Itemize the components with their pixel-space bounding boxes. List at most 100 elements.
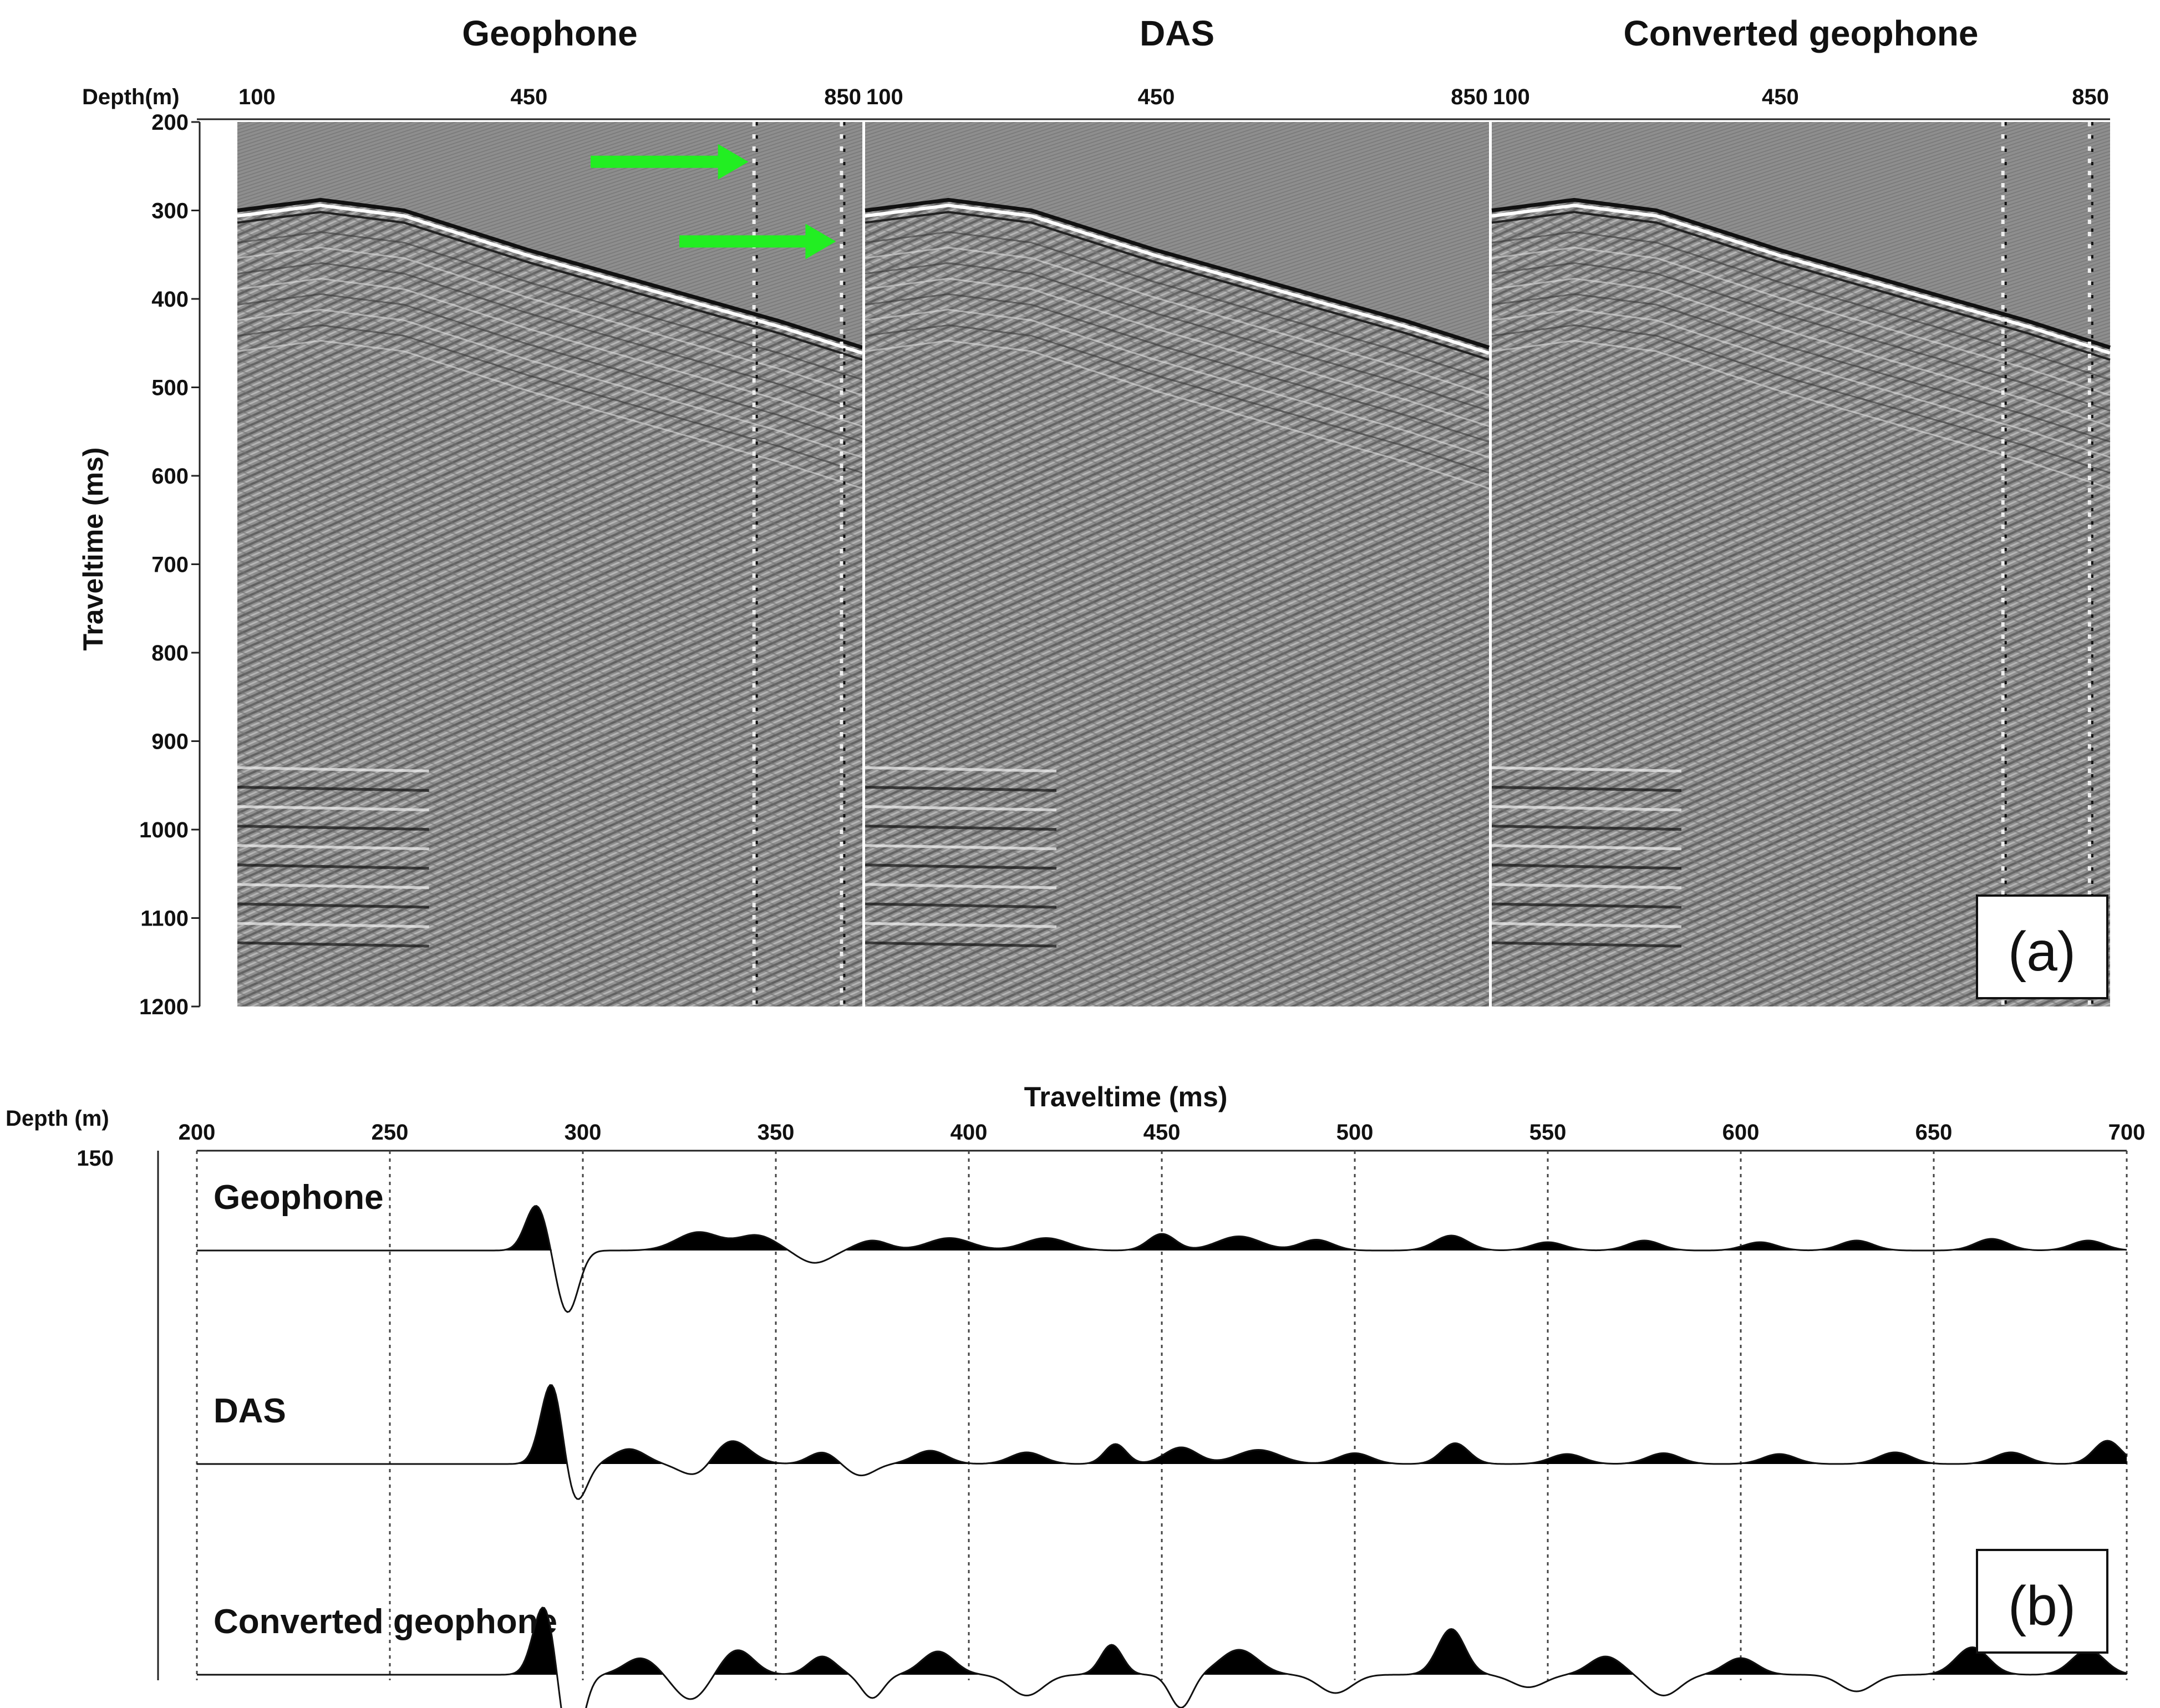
depth-value-b: 150 <box>77 1146 114 1171</box>
traces-b: Geophone DAS Converted geophone <box>197 1178 2128 1708</box>
reflection-band <box>1491 902 1681 909</box>
x-tick-label: 100 <box>238 85 276 109</box>
y-tick-label: 1100 <box>140 907 189 931</box>
reflection-band <box>1491 805 1681 812</box>
wave-band <box>237 324 863 474</box>
reflection-band <box>237 941 429 948</box>
y-tick-label: 200 <box>151 110 189 135</box>
wave-band <box>865 246 1490 396</box>
panel-label-b-text: (b) <box>2008 1575 2076 1637</box>
wave-band <box>1491 308 2111 459</box>
first-break-white <box>237 204 863 355</box>
wave-band <box>1491 262 2111 412</box>
y-tick-label: 500 <box>151 376 189 400</box>
x-tick-label: 450 <box>1138 85 1175 109</box>
reflection-band <box>865 844 1057 851</box>
reflection-band <box>237 902 429 909</box>
first-break-white <box>1491 204 2111 355</box>
y-tick-label: 600 <box>151 464 189 489</box>
trace-label: Converted geophone <box>214 1603 557 1641</box>
x-tick-label: 850 <box>1451 85 1488 109</box>
first-break <box>237 197 863 350</box>
reflection-band <box>865 941 1057 948</box>
y-tick-label: 900 <box>151 730 189 754</box>
reflection-band <box>865 825 1057 831</box>
x-tick-label-b: 450 <box>1143 1120 1181 1145</box>
x-tick-label: 850 <box>2072 85 2109 109</box>
x-tick-label-b: 500 <box>1336 1120 1374 1145</box>
reflection-band <box>237 825 429 831</box>
wave-band <box>865 339 1490 490</box>
trace-2: DAS <box>197 1384 2128 1500</box>
reflection-band <box>1491 922 1681 928</box>
wave-band <box>865 277 1490 428</box>
reflection-band <box>1491 883 1681 889</box>
reflection-band <box>865 922 1057 928</box>
depth-axis-a: Depth(m) 100 450 850 100 450 850 100 450 850 <box>82 85 2109 109</box>
x-tick-label: 850 <box>824 85 861 109</box>
traveltime-axis-a: 200 300 400 500 600 700 800 900 1000 1100 1200 <box>139 110 201 1019</box>
y-tick-label: 1000 <box>139 818 189 842</box>
x-tick-label-b: 350 <box>758 1120 795 1145</box>
wave-band <box>865 324 1490 474</box>
wave-band <box>1491 324 2111 474</box>
first-break-echo <box>1491 211 2111 361</box>
first-break-echo <box>865 211 1490 361</box>
depth-axis-label-b: Depth (m) <box>6 1106 109 1131</box>
reflection-band <box>1491 844 1681 851</box>
wave-band <box>237 339 863 490</box>
panel-title: DAS <box>1140 13 1214 53</box>
x-tick-label: 100 <box>866 85 903 109</box>
panel-title: Converted geophone <box>1623 13 1978 53</box>
gather-3 <box>1491 122 2111 1006</box>
panel-label-a: (a) <box>1976 894 2108 999</box>
wave-band <box>1491 339 2111 490</box>
reflection-band <box>865 902 1057 909</box>
wave-band <box>1491 293 2111 443</box>
reflection-band <box>1491 941 1681 948</box>
wave-band <box>1491 246 2111 396</box>
x-tick-label: 100 <box>1493 85 1530 109</box>
arrow-head <box>805 223 836 260</box>
reflection-band <box>237 844 429 851</box>
first-break <box>1491 197 2111 350</box>
wave-band <box>237 277 863 428</box>
y-tick-label: 800 <box>151 641 189 665</box>
x-tick-label-b: 400 <box>951 1120 988 1145</box>
reflection-band <box>1491 825 1681 831</box>
trace-line <box>197 1204 2127 1313</box>
trace-line <box>197 1607 2127 1708</box>
first-break-echo <box>237 211 863 361</box>
pre-arrival-zone <box>865 122 1489 348</box>
arrow-head <box>718 144 749 180</box>
first-break <box>865 197 1490 350</box>
wave-band <box>237 262 863 412</box>
reflection-band <box>237 883 429 889</box>
gridlines-b <box>196 1151 2128 1680</box>
reflection-band <box>237 766 429 772</box>
wave-band <box>865 308 1490 459</box>
x-tick-label: 450 <box>511 85 548 109</box>
wave-band <box>865 231 1490 381</box>
wave-band <box>865 293 1490 443</box>
traveltime-axis-label-b: Traveltime (ms) <box>1024 1081 1228 1112</box>
y-tick-label: 1200 <box>139 995 189 1019</box>
panel-a: Geophone DAS Converted geophone Depth(m) 1… <box>78 13 2111 1019</box>
x-tick-label-b: 600 <box>1722 1120 1760 1145</box>
first-break-white <box>865 204 1490 355</box>
panel-label-a-text: (a) <box>2008 921 2076 983</box>
reflection-band <box>237 922 429 928</box>
trace-1: Geophone <box>197 1178 2127 1313</box>
depth-axis-label: Depth(m) <box>82 85 180 109</box>
reflection-band <box>865 883 1057 889</box>
pre-arrival-zone <box>237 122 862 348</box>
gather-2 <box>865 122 1490 1006</box>
trace-fill <box>197 1206 2127 1250</box>
arrows <box>591 144 836 260</box>
wave-band <box>865 262 1490 412</box>
reflection-band <box>865 785 1057 792</box>
wave-band <box>1491 231 2111 381</box>
traveltime-axis-label: Traveltime (ms) <box>78 448 109 651</box>
reflection-band <box>1491 863 1681 870</box>
